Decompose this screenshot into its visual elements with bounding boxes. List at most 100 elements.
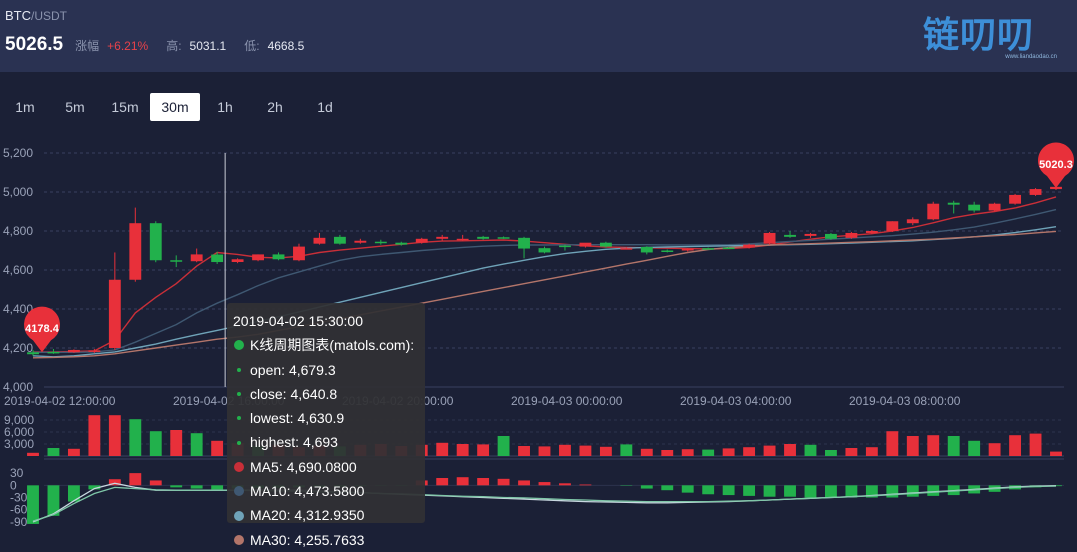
price-tick-label: 4,600 xyxy=(3,263,33,277)
macd-bar xyxy=(457,477,469,485)
interval-1h[interactable]: 1h xyxy=(200,93,250,121)
volume-bar xyxy=(989,443,1001,456)
macd-bar xyxy=(661,485,673,490)
volume-bar xyxy=(88,415,100,456)
macd-bar xyxy=(764,485,776,496)
close-dot-icon xyxy=(237,392,241,396)
macd-bar xyxy=(743,485,755,496)
open-value: 4,679.3 xyxy=(289,358,336,382)
tooltip-ma10: MA10: 4,473.5800 xyxy=(233,479,419,503)
candle-body xyxy=(641,247,653,252)
tooltip-series: K线周期图表(matols.com): xyxy=(233,333,419,357)
price-tick-label: 5,200 xyxy=(3,146,33,160)
candle-body xyxy=(436,237,448,239)
interval-15m[interactable]: 15m xyxy=(100,93,150,121)
candle-body xyxy=(743,245,755,248)
macd-dea-line xyxy=(33,486,1056,521)
interval-30m[interactable]: 30m xyxy=(150,93,200,121)
change-label: 涨幅 xyxy=(75,37,99,54)
volume-tick-label: 9,000 xyxy=(4,413,34,427)
volume-bar xyxy=(620,444,632,456)
candle-body xyxy=(805,234,817,236)
volume-bar xyxy=(927,435,939,456)
ma30-dot-icon xyxy=(234,535,244,545)
ma30-label: MA30: xyxy=(250,528,290,552)
candle-body xyxy=(825,234,837,239)
lowest-label: lowest: xyxy=(250,406,294,430)
macd-bar xyxy=(845,485,857,497)
volume-bar xyxy=(886,431,898,456)
open-label: open: xyxy=(250,358,285,382)
interval-1d[interactable]: 1d xyxy=(300,93,350,121)
open-dot-icon xyxy=(237,368,241,372)
high-label: 高: xyxy=(166,37,181,54)
candle-body xyxy=(927,204,939,220)
candle-body xyxy=(661,251,673,253)
volume-bar xyxy=(641,449,653,456)
volume-bar xyxy=(661,450,673,456)
time-tick-label: 2019-04-03 00:00:00 xyxy=(511,394,623,408)
brand-logo: 链叨叨 www.liandaodao.cn xyxy=(923,16,1063,62)
interval-2h[interactable]: 2h xyxy=(250,93,300,121)
change-value: +6.21% xyxy=(107,39,148,53)
macd-bar xyxy=(27,485,39,524)
candle-body xyxy=(395,243,407,245)
ma-line-ma5 xyxy=(33,197,1056,352)
ma30-value: 4,255.7633 xyxy=(294,528,364,552)
candle-body xyxy=(579,243,591,247)
volume-bar xyxy=(579,446,591,456)
volume-bar xyxy=(866,447,878,456)
lowest-dot-icon xyxy=(237,416,241,420)
candle-body xyxy=(129,223,141,280)
candle-body xyxy=(784,235,796,237)
macd-bar xyxy=(702,485,714,494)
time-tick-label: 2019-04-03 04:00:00 xyxy=(680,394,792,408)
candle-body xyxy=(457,239,469,241)
volume-bar xyxy=(743,447,755,456)
candle-body xyxy=(211,255,223,263)
macd-bar xyxy=(825,485,837,497)
macd-bar xyxy=(641,485,653,488)
candle-body xyxy=(498,237,510,239)
volume-bar xyxy=(191,433,203,456)
close-value: 4,640.8 xyxy=(290,382,337,406)
volume-bar xyxy=(27,453,39,456)
ma5-dot-icon xyxy=(234,462,244,472)
candle-body xyxy=(620,248,632,250)
kline-chart[interactable]: 4,0004,2004,4004,6004,8005,0005,2002019-… xyxy=(0,140,1077,536)
tooltip-ma30: MA30: 4,255.7633 xyxy=(233,528,419,552)
macd-bar xyxy=(805,485,817,497)
highest-dot-icon xyxy=(237,441,241,445)
candle-body xyxy=(539,248,551,252)
volume-bar xyxy=(129,419,141,456)
tooltip-highest: highest: 4,693 xyxy=(233,430,419,454)
macd-bar xyxy=(150,480,162,485)
candle-body xyxy=(845,233,857,238)
base-symbol: BTC xyxy=(5,8,31,23)
candle-body xyxy=(273,254,285,259)
logo-text: 链叨叨 xyxy=(923,16,1063,54)
volume-bar xyxy=(539,446,551,456)
macd-bar xyxy=(886,485,898,497)
interval-1m[interactable]: 1m xyxy=(0,93,50,121)
candle-body xyxy=(477,237,489,239)
volume-bar xyxy=(907,436,919,456)
candle-body xyxy=(907,219,919,223)
candle-tooltip: 2019-04-02 15:30:00 K线周期图表(matols.com): … xyxy=(227,303,425,523)
low-label: 低: xyxy=(244,37,259,54)
macd-bar xyxy=(191,485,203,488)
macd-bar xyxy=(518,480,530,485)
price-marker-label: 4178.4 xyxy=(25,323,60,335)
ma5-label: MA5: xyxy=(250,455,283,479)
volume-bar xyxy=(109,415,121,456)
candle-body xyxy=(88,350,100,352)
candle-body xyxy=(1030,189,1042,195)
candle-body xyxy=(293,247,305,261)
interval-5m[interactable]: 5m xyxy=(50,93,100,121)
candle-body xyxy=(866,231,878,233)
candle-body xyxy=(68,350,80,352)
tooltip-series-label: K线周期图表(matols.com): xyxy=(250,333,414,357)
macd-bar xyxy=(170,485,182,487)
ma10-value: 4,473.5800 xyxy=(294,479,364,503)
low-value: 4668.5 xyxy=(268,39,305,53)
